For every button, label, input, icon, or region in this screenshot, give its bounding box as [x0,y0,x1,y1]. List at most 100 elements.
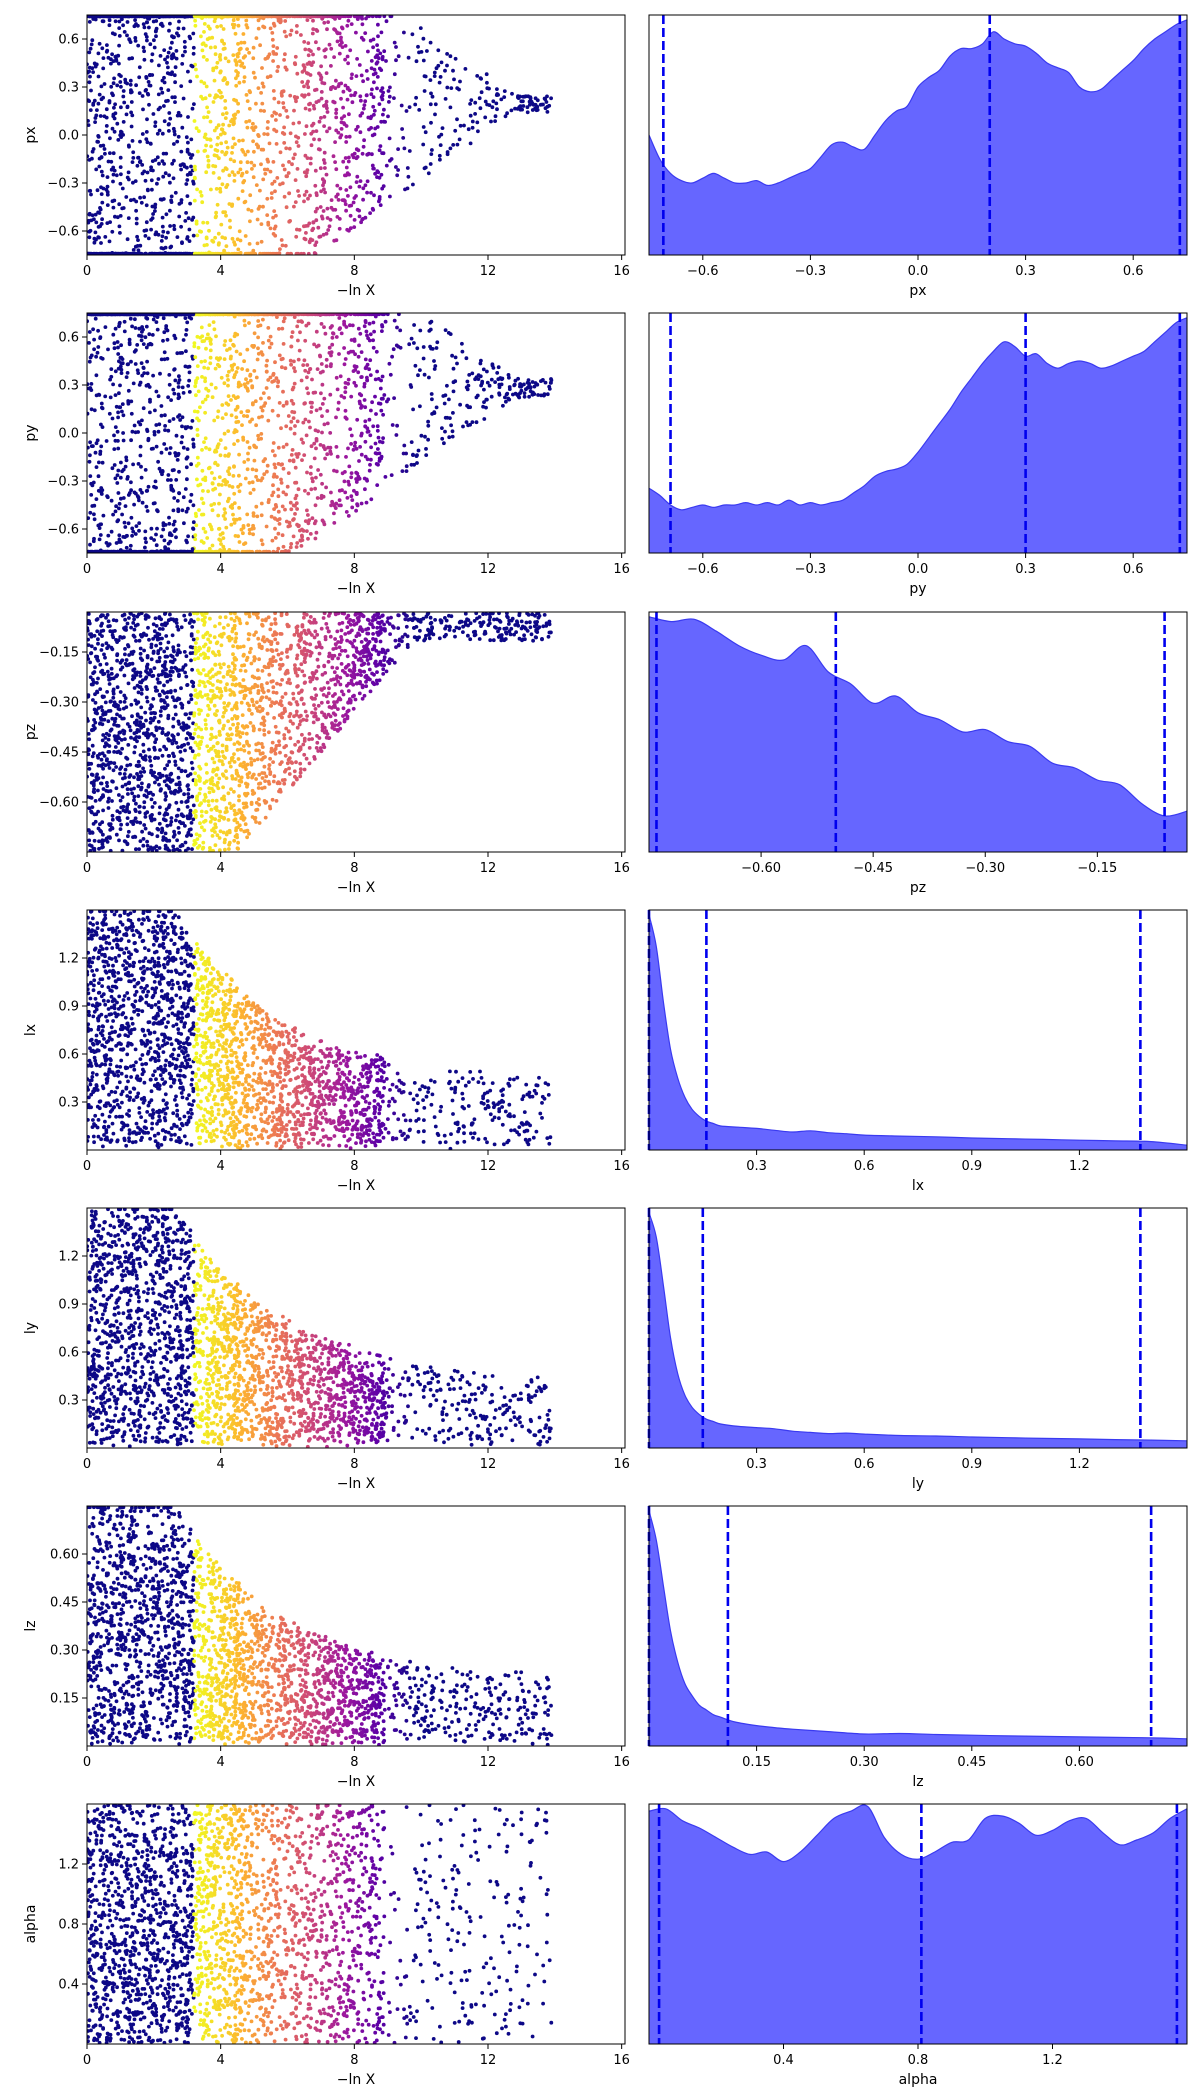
scatter-point [409,336,414,341]
scatter-point [212,78,217,83]
scatter-point [230,145,235,150]
scatter-point [95,438,100,443]
scatter-point [216,442,221,446]
scatter-point [181,445,186,450]
scatter-point [233,31,238,36]
scatter-point [222,381,227,386]
scatter-point [282,316,287,321]
scatter-point [108,395,113,400]
scatter-point [188,201,193,206]
scatter-point [543,106,548,111]
scatter-point [403,187,407,192]
scatter-point [162,350,167,355]
scatter-point [313,503,318,508]
scatter-point [354,180,359,185]
scatter-point [195,364,200,368]
scatter-point [275,69,280,73]
scatter-point [91,70,95,74]
scatter-point [331,331,335,335]
scatter-point [449,423,453,428]
scatter-point [282,125,286,130]
scatter-point [220,38,224,43]
scatter-point [205,105,210,110]
scatter-point [451,411,455,415]
scatter-point [466,383,471,388]
scatter-point [242,460,247,464]
scatter-point [313,536,318,541]
scatter-point [490,362,495,367]
scatter-point [154,28,158,33]
scatter-point [94,15,98,19]
scatter-point [376,313,381,317]
scatter-point [413,363,418,368]
scatter-point [130,533,135,538]
scatter-point [125,33,129,38]
scatter-point [373,171,377,176]
scatter-point [314,40,318,45]
scatter-point [260,66,264,70]
scatter-point [109,367,114,371]
scatter-point [285,115,290,119]
scatter-point [377,451,382,456]
scatter-point [311,52,315,57]
scatter-point [310,377,314,382]
scatter-point [245,440,250,444]
scatter-point [372,329,376,334]
scatter-point [322,325,326,329]
scatter-point [202,22,207,26]
scatter-point [260,408,265,413]
scatter-point [134,83,139,88]
scatter-point [149,227,154,232]
scatter-point [217,501,221,506]
scatter-point [212,327,217,332]
scatter-point [429,392,434,396]
scatter-point [392,40,397,45]
scatter-point [150,187,154,192]
scatter-point [365,378,369,383]
scatter-point [369,408,373,413]
scatter-point [413,102,418,107]
scatter-point [124,375,129,379]
scatter-point [237,473,241,478]
scatter-point [134,216,139,221]
scatter-point [312,106,317,111]
scatter-point [121,89,126,93]
scatter-point [364,93,369,98]
scatter-point [367,321,372,326]
scatter-point [340,198,345,203]
scatter-point [315,29,320,33]
scatter-point [162,162,167,166]
scatter-point [448,105,453,110]
scatter-point [139,334,143,338]
scatter-point [497,392,502,397]
scatter-point [308,532,313,536]
scatter-point [301,420,306,425]
scatter-point [272,96,277,101]
scatter-point [208,137,213,142]
scatter-point [292,517,296,521]
scatter-point [387,136,392,141]
scatter-point [251,175,256,180]
scatter-point [374,462,379,466]
scatter-point [268,26,273,31]
scatter-point [252,331,257,336]
scatter-point [145,509,150,513]
scatter-point [217,156,221,161]
scatter-point [337,217,342,221]
scatter-point [412,323,416,327]
scatter-point [381,313,386,317]
scatter-point [220,483,224,487]
scatter-point [518,104,523,109]
scatter-point [136,371,141,375]
scatter-point [400,127,404,131]
scatter-point [339,38,343,43]
scatter-point [258,188,262,193]
scatter-point [226,402,231,407]
scatter-point [216,409,221,414]
scatter-point [342,114,347,118]
scatter-point [453,128,458,133]
scatter-point [146,188,150,193]
scatter-point [362,384,367,389]
scatter-point [107,100,112,105]
scatter-point [107,411,112,416]
